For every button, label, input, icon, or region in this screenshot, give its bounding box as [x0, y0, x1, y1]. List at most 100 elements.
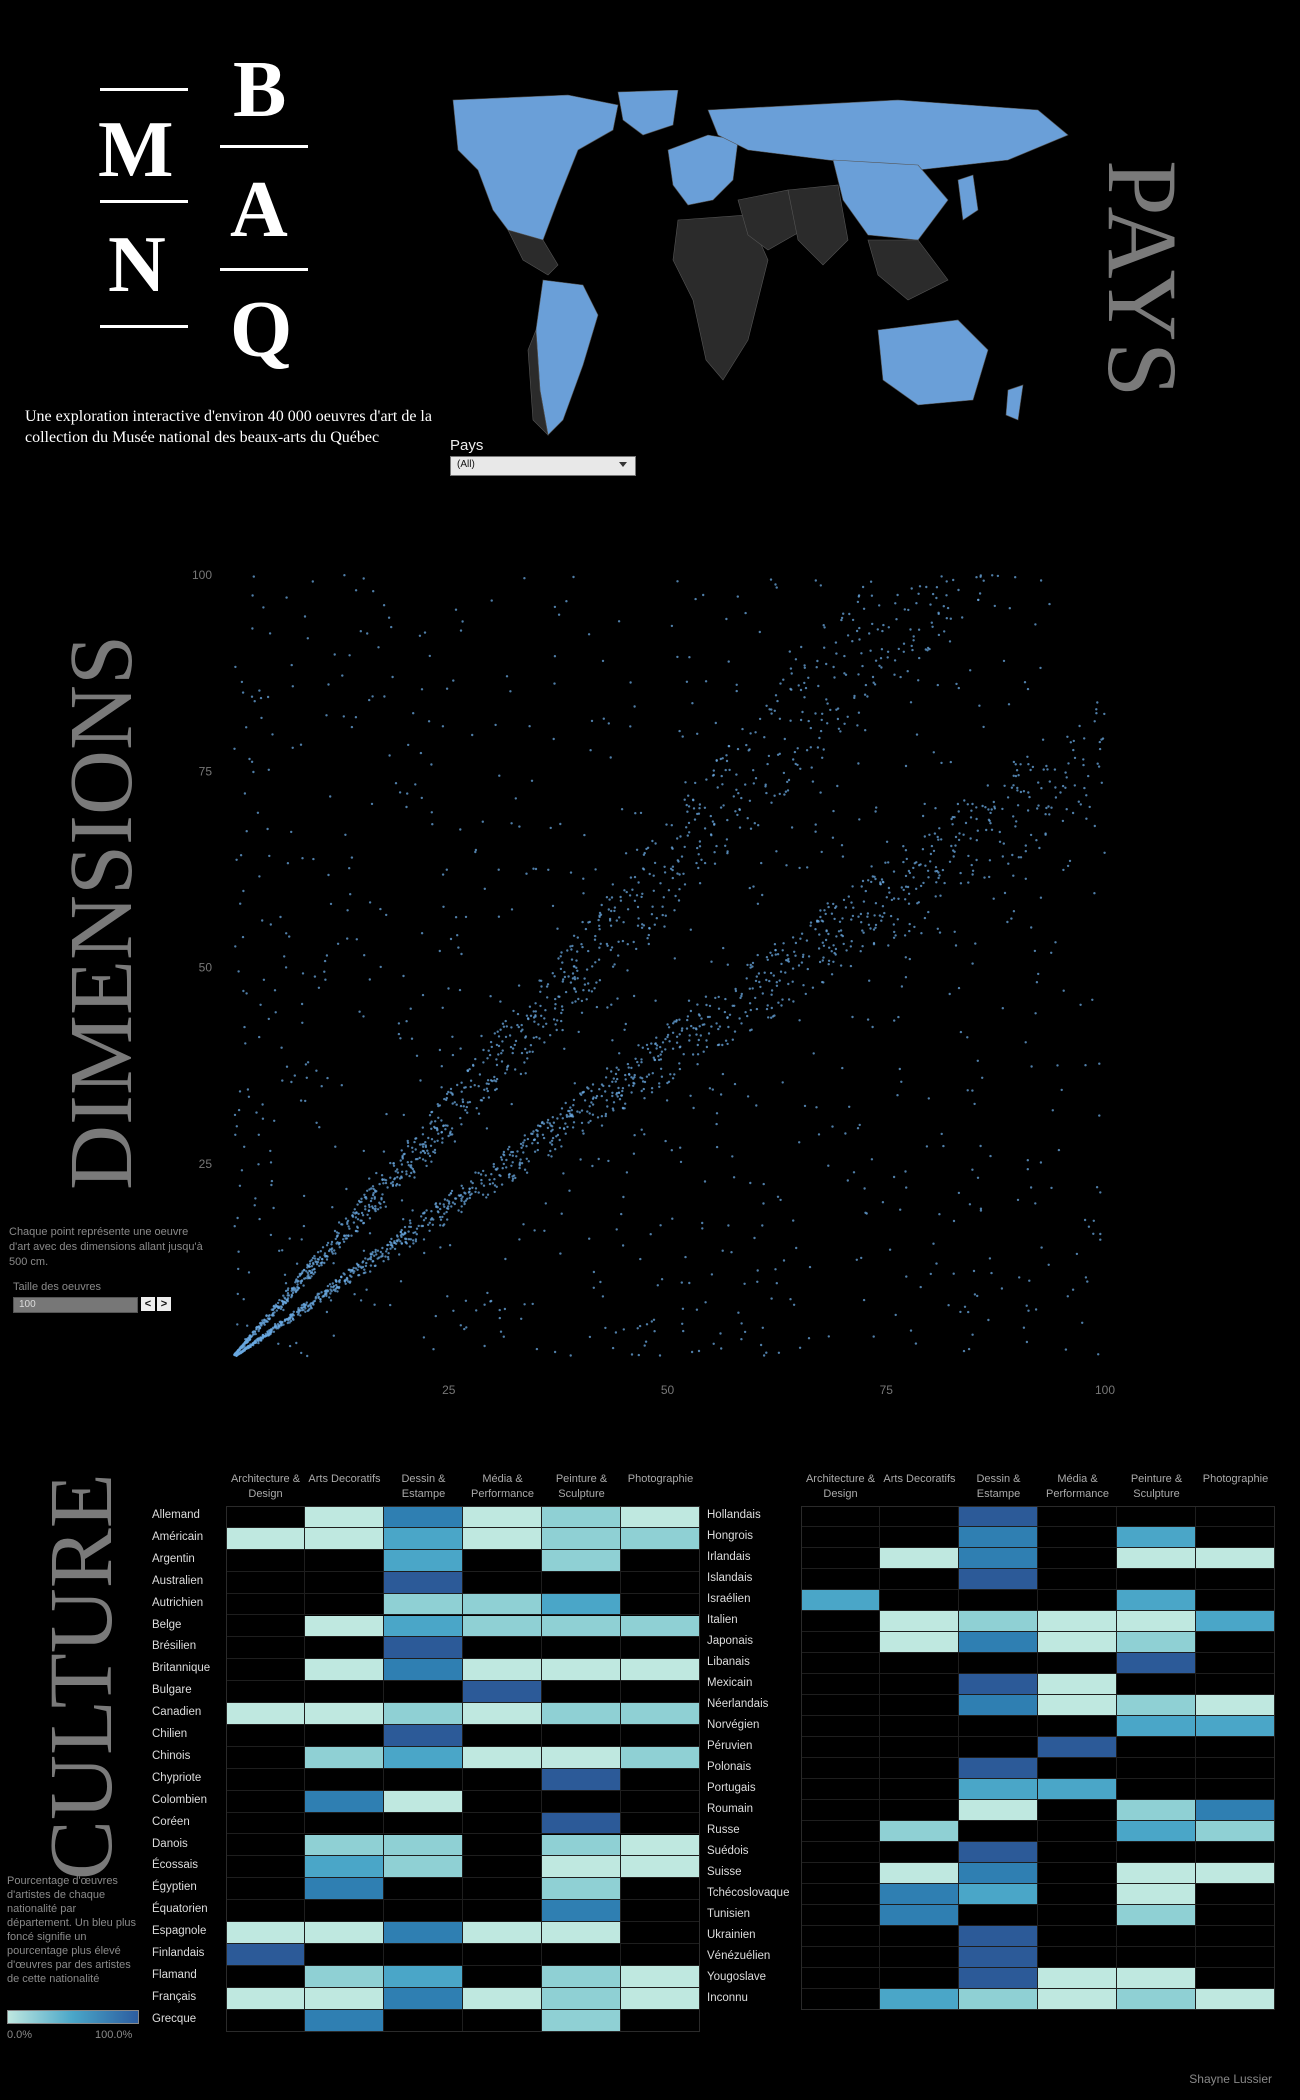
scatter-point[interactable]: [335, 1283, 338, 1287]
scatter-point[interactable]: [632, 1084, 635, 1087]
scatter-point[interactable]: [430, 1120, 433, 1123]
scatter-point[interactable]: [257, 1163, 260, 1166]
scatter-point[interactable]: [449, 1133, 452, 1136]
scatter-point[interactable]: [511, 1047, 515, 1050]
scatter-point[interactable]: [510, 1150, 513, 1154]
scatter-point[interactable]: [290, 663, 293, 667]
scatter-point[interactable]: [850, 940, 853, 943]
scatter-point[interactable]: [269, 1233, 273, 1237]
scatter-point[interactable]: [588, 1105, 591, 1108]
heatmap-right-cell[interactable]: [880, 1947, 959, 1968]
scatter-point[interactable]: [827, 963, 830, 966]
scatter-point[interactable]: [870, 1158, 874, 1161]
heatmap-left-cell[interactable]: [384, 1944, 463, 1966]
scatter-point[interactable]: [795, 1246, 798, 1250]
scatter-point[interactable]: [643, 851, 646, 855]
scatter-point[interactable]: [260, 716, 263, 720]
scatter-point[interactable]: [400, 1149, 403, 1152]
scatter-point[interactable]: [817, 947, 821, 950]
scatter-point[interactable]: [897, 1015, 900, 1019]
scatter-point[interactable]: [518, 825, 521, 828]
scatter-point[interactable]: [373, 1303, 376, 1306]
scatter-point[interactable]: [860, 921, 863, 924]
scatter-point[interactable]: [561, 980, 564, 983]
scatter-point[interactable]: [308, 1260, 312, 1263]
heatmap-right-cell[interactable]: [801, 1989, 880, 2010]
scatter-point[interactable]: [535, 1035, 538, 1039]
heatmap-right-cell[interactable]: [1196, 1674, 1275, 1695]
scatter-point[interactable]: [287, 1287, 290, 1290]
heatmap-right-cell[interactable]: [959, 1863, 1038, 1884]
scatter-point[interactable]: [719, 806, 723, 809]
scatter-point[interactable]: [1098, 1062, 1101, 1065]
scatter-point[interactable]: [1065, 776, 1068, 779]
scatter-point[interactable]: [928, 833, 931, 836]
scatter-point[interactable]: [320, 1257, 324, 1261]
scatter-point[interactable]: [233, 747, 236, 750]
scatter-point[interactable]: [581, 1091, 584, 1094]
scatter-point[interactable]: [872, 681, 875, 684]
scatter-point[interactable]: [290, 1080, 293, 1084]
scatter-point[interactable]: [649, 1233, 652, 1236]
scatter-point[interactable]: [254, 1197, 257, 1200]
scatter-point[interactable]: [544, 1202, 547, 1205]
scatter-point[interactable]: [569, 945, 572, 948]
scatter-point[interactable]: [430, 1210, 433, 1213]
scatter-point[interactable]: [932, 849, 936, 853]
scatter-point[interactable]: [438, 1048, 442, 1052]
scatter-point[interactable]: [1083, 786, 1086, 790]
scatter-point[interactable]: [770, 712, 773, 715]
scatter-point[interactable]: [973, 1293, 977, 1296]
scatter-point[interactable]: [553, 975, 556, 978]
scatter-point[interactable]: [430, 1127, 433, 1130]
heatmap-left-cell[interactable]: [226, 1571, 305, 1594]
scatter-point[interactable]: [334, 1252, 337, 1255]
scatter-point[interactable]: [525, 872, 528, 875]
scatter-point[interactable]: [986, 784, 989, 787]
scatter-point[interactable]: [977, 598, 980, 602]
scatter-point[interactable]: [857, 915, 860, 918]
scatter-point[interactable]: [580, 1121, 584, 1125]
scatter-point[interactable]: [516, 1150, 519, 1153]
scatter-point[interactable]: [821, 959, 824, 962]
scatter-point[interactable]: [365, 1288, 368, 1291]
scatter-point[interactable]: [707, 1032, 711, 1035]
scatter-point[interactable]: [315, 1121, 318, 1124]
scatter-point[interactable]: [741, 727, 744, 731]
scatter-point[interactable]: [890, 898, 894, 902]
scatter-point[interactable]: [448, 1244, 452, 1247]
scatter-point[interactable]: [701, 1023, 704, 1026]
scatter-point[interactable]: [725, 759, 729, 763]
scatter-point[interactable]: [770, 989, 774, 992]
scatter-point[interactable]: [433, 1126, 437, 1130]
heatmap-right-cell[interactable]: [801, 1863, 880, 1884]
scatter-point[interactable]: [554, 1148, 557, 1151]
scatter-point[interactable]: [349, 893, 352, 896]
scatter-point[interactable]: [1012, 784, 1015, 787]
scatter-point[interactable]: [630, 1076, 633, 1079]
scatter-point[interactable]: [606, 1105, 609, 1108]
scatter-point[interactable]: [1092, 1219, 1095, 1222]
scatter-point[interactable]: [312, 857, 315, 861]
scatter-point[interactable]: [554, 1023, 557, 1026]
heatmap-left-cell[interactable]: [542, 1768, 621, 1791]
scatter-point[interactable]: [360, 1197, 363, 1200]
scatter-point[interactable]: [1079, 1003, 1082, 1006]
scatter-point[interactable]: [626, 1062, 630, 1066]
scatter-point[interactable]: [676, 872, 679, 875]
scatter-point[interactable]: [564, 1101, 567, 1105]
map-region-south-america-dark[interactable]: [527, 329, 549, 436]
scatter-point[interactable]: [796, 763, 799, 767]
scatter-point[interactable]: [323, 1261, 326, 1265]
scatter-point[interactable]: [733, 1030, 737, 1033]
scatter-point[interactable]: [740, 1022, 743, 1025]
scatter-point[interactable]: [424, 1159, 427, 1162]
scatter-point[interactable]: [299, 743, 303, 746]
scatter-point[interactable]: [463, 1327, 466, 1331]
scatter-point[interactable]: [543, 1041, 546, 1044]
scatter-point[interactable]: [259, 1003, 262, 1006]
scatter-point[interactable]: [678, 729, 681, 733]
scatter-point[interactable]: [660, 1075, 664, 1078]
scatter-point[interactable]: [371, 1251, 374, 1254]
scatter-point[interactable]: [292, 1310, 295, 1313]
